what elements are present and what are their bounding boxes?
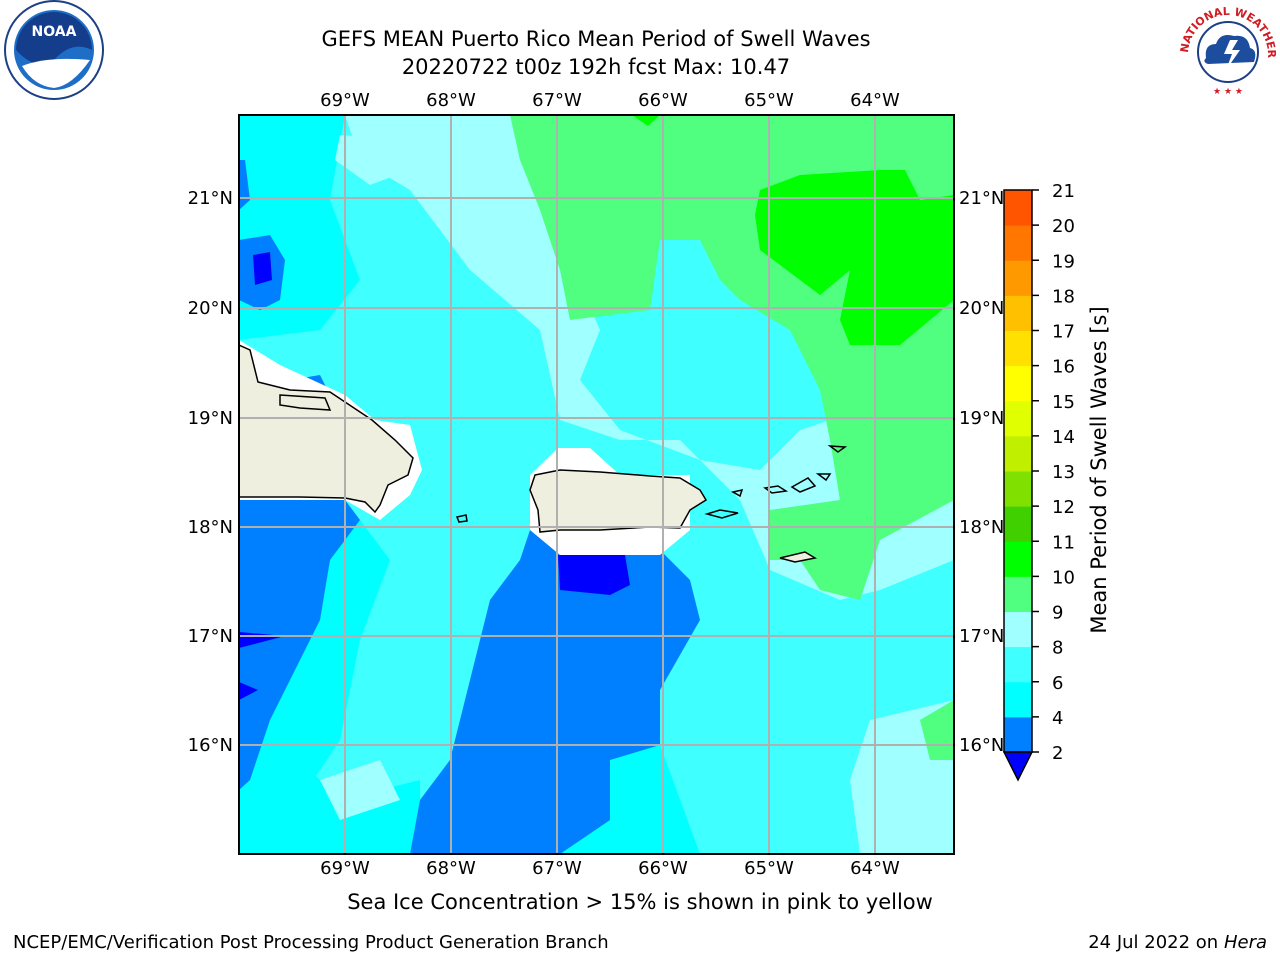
colorbar-segment	[1004, 576, 1032, 612]
lat-label-left-19n: 19°N	[188, 408, 233, 429]
lat-label-left-21n: 21°N	[188, 188, 233, 209]
mona-island	[455, 514, 468, 523]
colorbar: 21 20 19 18 17 16 15 14 13 12 11 10 9 8 6 4 2	[1002, 181, 1075, 782]
nws-logo: NATIONAL WEATHER SERVICE ★ ★ ★	[1176, 0, 1278, 100]
field-below-2-w2	[239, 682, 258, 700]
field-4-6-s	[239, 760, 420, 854]
colorbar-tick-label: 21	[1052, 181, 1075, 202]
virgin-gorda-island	[815, 473, 832, 482]
lon-label-bottom-64w: 64°W	[850, 858, 900, 879]
lon-label-bottom-68w: 68°W	[426, 858, 476, 879]
run-host-text: Hera	[1223, 932, 1267, 953]
chart-title-line1: GEFS MEAN Puerto Rico Mean Period of Swe…	[321, 27, 871, 51]
colorbar-tick-label: 4	[1052, 708, 1063, 729]
lon-label-bottom-65w: 65°W	[744, 858, 794, 879]
field-below-2	[558, 555, 630, 595]
run-date-note: 24 Jul 2022 on Hera	[1088, 932, 1267, 953]
colorbar-tick-label: 12	[1052, 497, 1075, 518]
lon-label-top-68w: 68°W	[426, 90, 476, 111]
map-frame	[238, 114, 955, 855]
colorbar-under-arrow	[1002, 751, 1034, 782]
lat-label-left-16n: 16°N	[188, 735, 233, 756]
noaa-logo: NOAA	[4, 0, 104, 100]
lat-label-right-18n: 18°N	[959, 517, 1004, 538]
field-2-4-sw	[239, 500, 360, 790]
graticule	[239, 115, 954, 854]
colorbar-segment	[1004, 330, 1032, 367]
lat-label-left-18n: 18°N	[188, 517, 233, 538]
colorbar-segment	[1004, 365, 1032, 402]
tortuga-island	[279, 394, 332, 411]
sea-ice-note: Sea Ice Concentration > 15% is shown in …	[347, 890, 933, 914]
colorbar-tick-label: 10	[1052, 567, 1075, 588]
lon-label-top-65w: 65°W	[744, 90, 794, 111]
field-8-9-band	[345, 115, 954, 600]
lat-label-left-17n: 17°N	[188, 626, 233, 647]
chart-title-line2: 20220722 t00z 192h fcst Max: 10.47	[401, 55, 791, 79]
lon-label-top-67w: 67°W	[532, 90, 582, 111]
colorbar-tick-label: 9	[1052, 603, 1063, 624]
lat-label-left-20n: 20°N	[188, 298, 233, 319]
colorbar-segment	[1004, 400, 1032, 437]
colorbar-tick-label: 2	[1052, 743, 1063, 764]
field-2-4-s	[410, 530, 700, 854]
noaa-logo-text: NOAA	[32, 24, 77, 40]
colorbar-tick-label: 16	[1052, 357, 1075, 378]
colorbar-tick-label: 11	[1052, 532, 1075, 553]
colorbar-tick-label: 8	[1052, 638, 1063, 659]
colorbar-tick-label: 13	[1052, 462, 1075, 483]
colorbar-segment	[1004, 611, 1032, 648]
field-10-11	[755, 170, 954, 345]
lon-label-bottom-67w: 67°W	[532, 858, 582, 879]
svg-text:★ ★ ★: ★ ★ ★	[1213, 87, 1243, 97]
run-date-text: 24 Jul 2022 on	[1088, 932, 1224, 953]
lon-label-top-69w: 69°W	[320, 90, 370, 111]
tortola-island	[790, 477, 817, 493]
colorbar-label: Mean Period of Swell Waves [s]	[1087, 306, 1111, 633]
vieques-island	[704, 509, 739, 519]
colorbar-segment	[1004, 681, 1032, 718]
st-croix-island	[779, 551, 818, 563]
lon-label-top-64w: 64°W	[850, 90, 900, 111]
colorbar-tick-label: 19	[1052, 251, 1075, 272]
lat-label-right-19n: 19°N	[959, 408, 1004, 429]
colorbar-segment	[1004, 295, 1032, 331]
anegada-island	[827, 445, 848, 453]
swell-period-field	[239, 115, 954, 854]
colorbar-segment	[1004, 190, 1032, 226]
colorbar-segment	[1004, 541, 1032, 577]
colorbar-tick-label: 20	[1052, 216, 1075, 237]
field-below-2-nw	[253, 252, 272, 285]
colorbar-tick-label: 18	[1052, 286, 1075, 307]
lat-label-right-16n: 16°N	[959, 735, 1004, 756]
lat-label-right-20n: 20°N	[959, 298, 1004, 319]
lat-label-right-17n: 17°N	[959, 626, 1004, 647]
colorbar-segment	[1004, 716, 1032, 753]
field-10-11-n	[632, 115, 660, 126]
field-8-9-patch	[335, 135, 410, 185]
lat-label-right-21n: 21°N	[959, 188, 1004, 209]
colorbar-segment	[1004, 225, 1032, 261]
colorbar-tick-label: 14	[1052, 427, 1075, 448]
colorbar-segment	[1004, 646, 1032, 683]
hispaniola-land	[239, 344, 414, 514]
credit-text: NCEP/EMC/Verification Post Processing Pr…	[13, 932, 609, 953]
colorbar-segment	[1004, 260, 1032, 296]
colorbar-tick-label: 17	[1052, 322, 1075, 343]
lon-label-top-66w: 66°W	[638, 90, 688, 111]
lon-label-bottom-69w: 69°W	[320, 858, 370, 879]
colorbar-segment	[1004, 506, 1032, 542]
culebra-island	[730, 488, 744, 498]
colorbar-tick-label: 6	[1052, 673, 1063, 694]
colorbar-segment	[1004, 435, 1032, 472]
field-8-9-s-patch	[320, 760, 400, 820]
lon-label-bottom-66w: 66°W	[638, 858, 688, 879]
colorbar-segment	[1004, 471, 1032, 507]
colorbar-tick-label: 15	[1052, 392, 1075, 413]
